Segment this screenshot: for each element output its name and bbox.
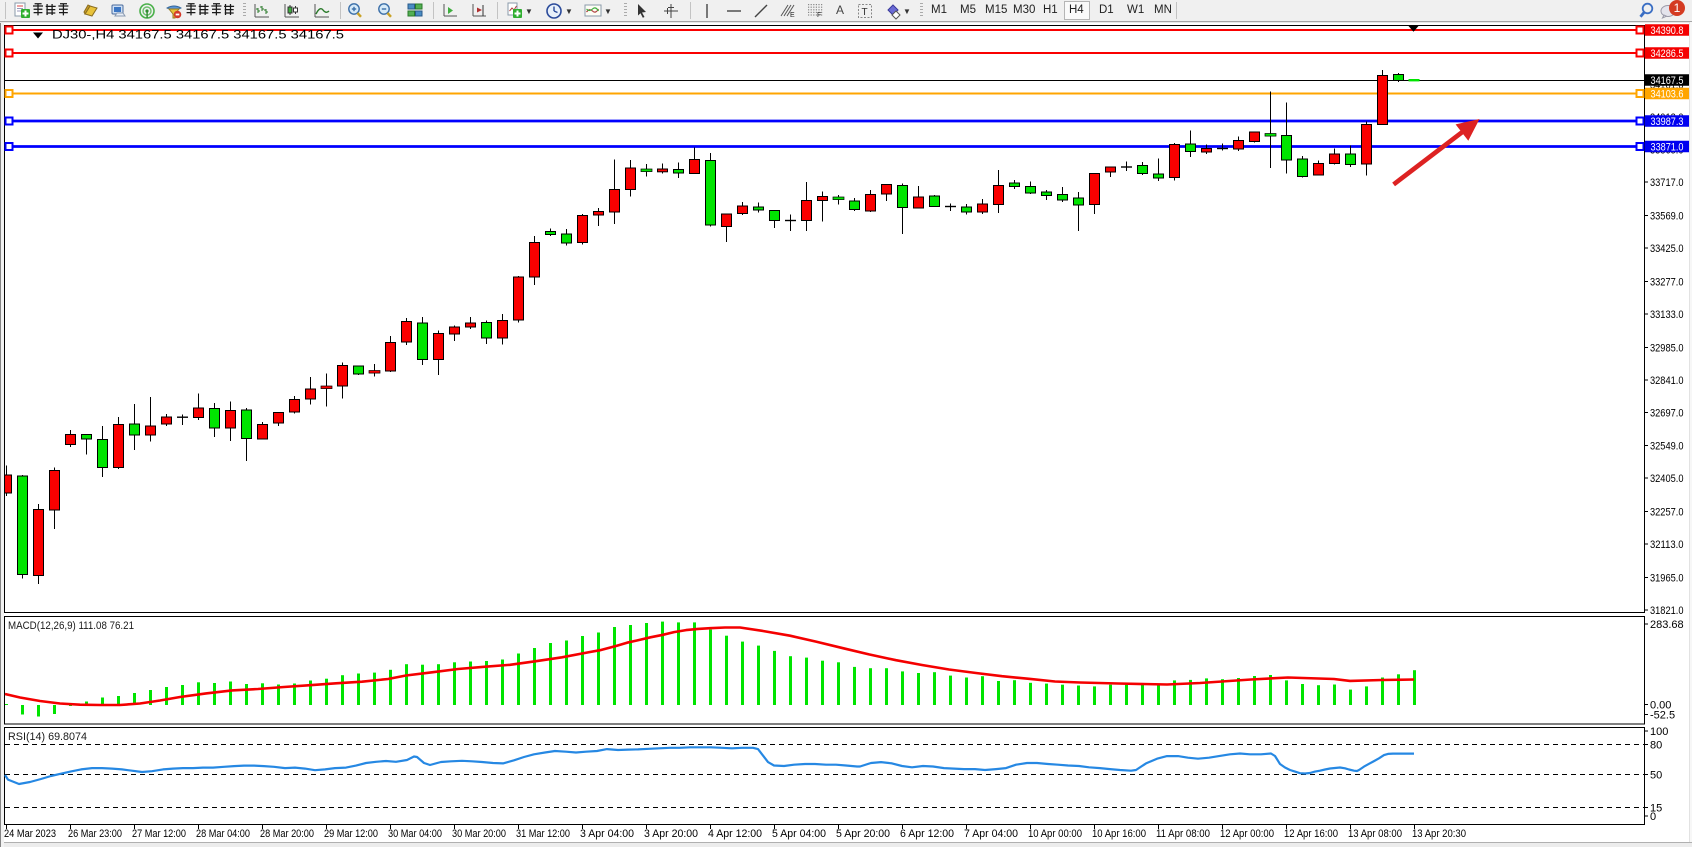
svg-text:30 Mar 20:00: 30 Mar 20:00 bbox=[452, 828, 506, 840]
svg-text:33277.0: 33277.0 bbox=[1650, 276, 1684, 288]
svg-text:34103.6: 34103.6 bbox=[1651, 89, 1684, 101]
svg-text:32405.0: 32405.0 bbox=[1650, 473, 1684, 485]
svg-text:32697.0: 32697.0 bbox=[1650, 407, 1684, 419]
svg-text:50: 50 bbox=[1650, 770, 1662, 782]
svg-text:7 Apr 04:00: 7 Apr 04:00 bbox=[964, 828, 1018, 840]
svg-text:T: T bbox=[862, 7, 868, 18]
svg-text:3 Apr 04:00: 3 Apr 04:00 bbox=[580, 828, 634, 840]
svg-text:5 Apr 04:00: 5 Apr 04:00 bbox=[772, 828, 826, 840]
svg-text:F: F bbox=[817, 12, 821, 19]
svg-text:33987.3: 33987.3 bbox=[1651, 116, 1684, 128]
svg-text:283.68: 283.68 bbox=[1650, 619, 1684, 631]
svg-text:12 Apr 16:00: 12 Apr 16:00 bbox=[1284, 828, 1338, 840]
svg-text:13 Apr 08:00: 13 Apr 08:00 bbox=[1348, 828, 1402, 840]
svg-text:34286.5: 34286.5 bbox=[1651, 48, 1684, 60]
svg-text:E: E bbox=[790, 12, 795, 19]
svg-text:0: 0 bbox=[1650, 811, 1656, 823]
svg-text:29 Mar 12:00: 29 Mar 12:00 bbox=[324, 828, 378, 840]
svg-text:34390.8: 34390.8 bbox=[1651, 25, 1684, 37]
svg-text:33425.0: 33425.0 bbox=[1650, 243, 1684, 255]
svg-text:6 Apr 12:00: 6 Apr 12:00 bbox=[900, 828, 954, 840]
svg-text:34167.5: 34167.5 bbox=[1651, 75, 1684, 87]
svg-text:24 Mar 2023: 24 Mar 2023 bbox=[4, 828, 56, 840]
svg-text:32841.0: 32841.0 bbox=[1650, 375, 1684, 387]
svg-text:28 Mar 20:00: 28 Mar 20:00 bbox=[260, 828, 314, 840]
svg-text:11 Apr 08:00: 11 Apr 08:00 bbox=[1156, 828, 1210, 840]
svg-text:33569.0: 33569.0 bbox=[1650, 211, 1684, 223]
svg-text:30 Mar 04:00: 30 Mar 04:00 bbox=[388, 828, 442, 840]
svg-text:13 Apr 20:30: 13 Apr 20:30 bbox=[1412, 828, 1466, 840]
svg-text:27 Mar 12:00: 27 Mar 12:00 bbox=[132, 828, 186, 840]
svg-text:28 Mar 04:00: 28 Mar 04:00 bbox=[196, 828, 250, 840]
svg-text:26 Mar 23:00: 26 Mar 23:00 bbox=[68, 828, 122, 840]
svg-text:-52.5: -52.5 bbox=[1650, 710, 1675, 722]
svg-text:32549.0: 32549.0 bbox=[1650, 441, 1684, 453]
svg-text:12 Apr 00:00: 12 Apr 00:00 bbox=[1220, 828, 1274, 840]
svg-text:33717.0: 33717.0 bbox=[1650, 177, 1684, 189]
svg-text:3 Apr 20:00: 3 Apr 20:00 bbox=[644, 828, 698, 840]
svg-text:33133.0: 33133.0 bbox=[1650, 309, 1684, 321]
svg-text:31 Mar 12:00: 31 Mar 12:00 bbox=[516, 828, 570, 840]
svg-text:10 Apr 16:00: 10 Apr 16:00 bbox=[1092, 828, 1146, 840]
svg-text:10 Apr 00:00: 10 Apr 00:00 bbox=[1028, 828, 1082, 840]
svg-text:RSI(14) 69.8074: RSI(14) 69.8074 bbox=[8, 731, 87, 743]
svg-text:4 Apr 12:00: 4 Apr 12:00 bbox=[708, 828, 762, 840]
svg-text:MACD(12,26,9) 111.08 76.21: MACD(12,26,9) 111.08 76.21 bbox=[8, 620, 134, 632]
svg-text:80: 80 bbox=[1650, 739, 1662, 751]
svg-text:32985.0: 32985.0 bbox=[1650, 342, 1684, 354]
svg-text:31965.0: 31965.0 bbox=[1650, 573, 1684, 585]
svg-text:DJ30-,H4 34167.5 34167.5 3416: DJ30-,H4 34167.5 34167.5 34167.5 34167.5 bbox=[52, 30, 344, 42]
svg-text:32257.0: 32257.0 bbox=[1650, 507, 1684, 519]
svg-text:15: 15 bbox=[1650, 803, 1662, 815]
svg-text:0.00: 0.00 bbox=[1650, 700, 1671, 712]
svg-text:31821.0: 31821.0 bbox=[1650, 605, 1684, 617]
svg-text:33871.0: 33871.0 bbox=[1651, 142, 1684, 154]
svg-text:5 Apr 20:00: 5 Apr 20:00 bbox=[836, 828, 890, 840]
svg-text:32113.0: 32113.0 bbox=[1650, 539, 1684, 551]
svg-text:100: 100 bbox=[1650, 726, 1668, 738]
